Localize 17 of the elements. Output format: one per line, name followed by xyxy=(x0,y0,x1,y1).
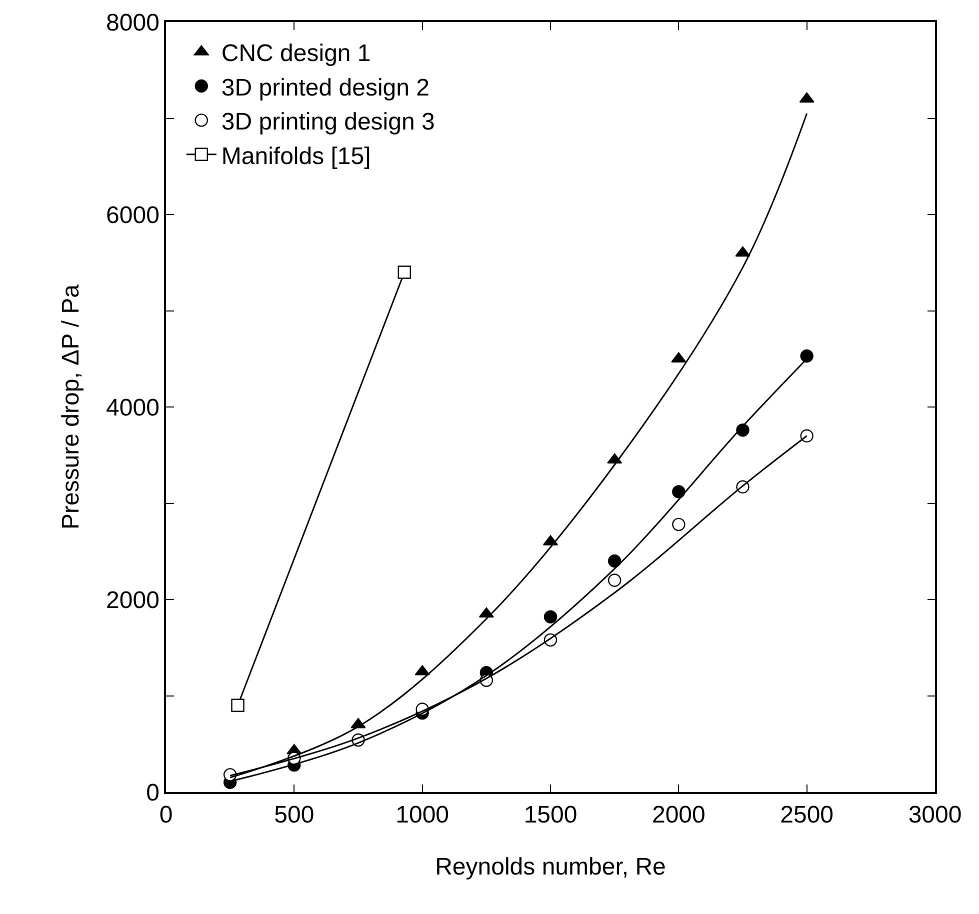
x-tick-label: 1500 xyxy=(524,802,578,829)
x-tick-label: 3000 xyxy=(908,802,962,829)
y-tick-label: 8000 xyxy=(106,9,160,36)
x-tick-label: 2000 xyxy=(652,802,706,829)
legend-label: Manifolds [15] xyxy=(221,142,371,170)
y-tick-label: 2000 xyxy=(106,586,160,614)
x-tick-label: 500 xyxy=(274,802,314,829)
y-tick-label: 0 xyxy=(146,779,160,806)
legend-label: CNC design 1 xyxy=(221,40,371,68)
legend-label: 3D printed design 2 xyxy=(221,74,430,102)
x-tick-label: 2500 xyxy=(780,802,834,829)
x-axis-title: Reynolds number, Re xyxy=(435,853,666,880)
legend-label: 3D printing design 3 xyxy=(221,108,435,136)
y-tick-label: 6000 xyxy=(106,202,160,229)
y-axis-title: Pressure drop, ΔP / Pa xyxy=(58,284,85,530)
y-tick-label: 4000 xyxy=(106,394,160,422)
x-tick-label: 1000 xyxy=(396,802,450,829)
